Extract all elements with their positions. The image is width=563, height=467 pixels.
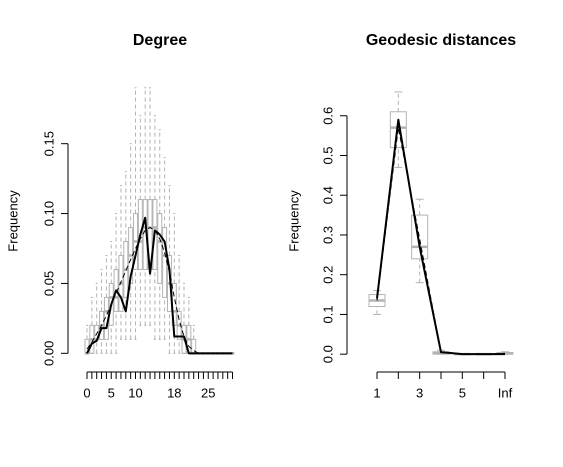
y-tick-label: 0.6	[320, 107, 335, 125]
observed-line	[376, 118, 505, 356]
x-tick-label: 10	[128, 385, 142, 400]
y-axis-label: Frequency	[286, 190, 301, 252]
chart-title: Geodesic distances	[366, 32, 516, 49]
x-tick-label: 5	[108, 385, 115, 400]
y-tick-label: 0.10	[41, 201, 56, 226]
x-tick-label: 25	[201, 385, 215, 400]
box	[108, 282, 114, 326]
y-tick-label: 0.2	[320, 266, 335, 284]
y-tick-label: 0.00	[41, 341, 56, 366]
observed-line	[86, 216, 233, 355]
y-tick-label: 0.3	[320, 226, 335, 244]
x-tick-label: 0	[83, 385, 90, 400]
box	[389, 111, 407, 149]
x-tick-label: 1	[373, 385, 380, 400]
simulated-line	[376, 127, 505, 355]
box	[113, 268, 119, 312]
x-tick-label: 5	[459, 385, 466, 400]
x-tick-label: Inf	[498, 385, 513, 400]
x-tick-label: 3	[416, 385, 423, 400]
x-tick-label: 18	[167, 385, 181, 400]
box	[157, 213, 163, 284]
box	[137, 199, 143, 270]
y-tick-label: 0.4	[320, 186, 335, 204]
y-tick-label: 0.15	[41, 131, 56, 156]
box	[411, 214, 429, 260]
y-tick-label: 0.5	[320, 146, 335, 164]
chart-title: Degree	[133, 32, 187, 49]
y-tick-label: 0.0	[320, 345, 335, 363]
y-tick-label: 0.05	[41, 271, 56, 296]
y-tick-label: 0.1	[320, 305, 335, 323]
y-axis-label: Frequency	[5, 190, 20, 252]
